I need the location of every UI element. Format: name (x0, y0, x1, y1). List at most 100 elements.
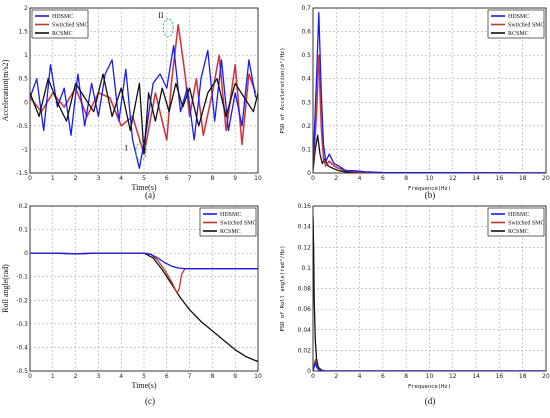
y-tick-label: 0.16 (298, 203, 312, 210)
y-tick-label: -1 (22, 146, 28, 153)
x-tick-label: 4 (119, 373, 123, 380)
series-line-hdsmc (30, 252, 258, 270)
x-tick-label: 7 (188, 373, 192, 380)
x-tick-label: 3 (96, 175, 100, 182)
legend: HDSMC Switched SMC RCSMC (487, 9, 545, 39)
legend-entry: RCSMC (508, 229, 529, 235)
y-axis-label: Roll angle(rad) (1, 264, 10, 313)
y-tick-label: -0.5 (16, 368, 28, 375)
x-tick-label: 10 (254, 175, 262, 182)
x-tick-label: 5 (142, 175, 146, 182)
y-tick-label: -1.5 (16, 170, 28, 177)
x-tick-label: 0 (28, 373, 32, 380)
x-tick-label: 1 (51, 175, 55, 182)
chart-panel-c: 0 1 2 3 4 5 6 7 8 9 10 -0.5 -0.4 -0.3 -0.2 -0.1 0 0.1 0.2 T… (1, 203, 262, 406)
legend-entry: Switched SMC (220, 221, 257, 227)
legend-entry: Switched SMC (508, 221, 545, 227)
x-tick-label: 18 (519, 175, 527, 182)
series-group (313, 216, 546, 371)
x-tick-label: 16 (496, 175, 504, 182)
legend: HDSMC Switched SMC RCSMC (487, 207, 545, 237)
x-tick-label: 4 (358, 373, 362, 380)
y-tick-label: 0.06 (298, 306, 312, 313)
x-tick-label: 14 (472, 175, 480, 182)
x-tick-label: 5 (142, 373, 146, 380)
y-tick-label: 0.3 (301, 99, 311, 106)
x-tick-label: 20 (542, 373, 550, 380)
series-group (313, 12, 546, 173)
y-tick-label: -0.4 (16, 344, 28, 351)
y-tick-label: 0.7 (301, 5, 311, 12)
x-tick-label: 12 (449, 373, 457, 380)
y-tick-label: 0 (307, 368, 311, 375)
series-line-hdsmc (30, 45, 257, 169)
x-tick-label: 6 (165, 373, 169, 380)
y-tick-label: 0.2 (18, 203, 28, 210)
y-tick-label: -0.1 (16, 274, 28, 281)
y-tick-label: 0 (24, 99, 28, 106)
y-tick-label: 0.6 (301, 29, 311, 36)
legend: HDSMC Switched SMC RCSMC (199, 207, 257, 237)
y-tick-label: 0.14 (298, 224, 312, 231)
x-tick-label: 2 (334, 373, 338, 380)
y-tick-label: 0 (307, 170, 311, 177)
x-tick-label: 20 (542, 175, 550, 182)
x-tick-label: 18 (519, 373, 527, 380)
y-tick-label: -0.2 (16, 297, 28, 304)
x-tick-label: 6 (381, 175, 385, 182)
y-tick-label: 0.12 (298, 244, 312, 251)
x-tick-label: 0 (28, 175, 32, 182)
x-tick-label: 14 (472, 373, 480, 380)
y-axis-label: Acceleration(m/s2) (1, 59, 10, 121)
series-line-hdsmc (313, 12, 546, 173)
x-tick-label: 12 (449, 175, 457, 182)
x-tick-label: 4 (119, 175, 123, 182)
x-tick-label: 6 (165, 175, 169, 182)
y-tick-label: 0.4 (301, 76, 311, 83)
legend-entry: Switched SMC (508, 23, 545, 29)
x-axis-label: Time(s) (131, 183, 156, 192)
y-axis-label: PSD of Acceleration(m²/Hz) (279, 47, 286, 133)
x-tick-label: 7 (188, 175, 192, 182)
series-line-hdsmc (313, 362, 546, 371)
x-tick-label: 4 (358, 175, 362, 182)
x-tick-label: 0 (311, 373, 315, 380)
chart-panel-b: 0 2 4 6 8 10 12 14 16 18 20 0 0.1 0.2 0.3 0.4 0.5 0.6 0.7 F… (279, 5, 550, 200)
x-tick-label: 1 (51, 373, 55, 380)
y-tick-label: 0.2 (301, 123, 311, 130)
x-axis-label: Frequence(Hz) (408, 186, 451, 192)
x-tick-label: 8 (210, 373, 214, 380)
annotation-label: I (125, 143, 128, 152)
panel-label: (d) (425, 396, 436, 406)
y-tick-label: 0.08 (298, 286, 312, 293)
y-tick-label: -0.5 (16, 123, 28, 130)
x-tick-label: 8 (404, 175, 408, 182)
y-tick-label: 1.5 (18, 29, 28, 36)
legend: HDSMC Switched SMC RCSMC (31, 9, 89, 39)
series-group (30, 23, 258, 169)
x-tick-label: 2 (74, 373, 78, 380)
y-tick-label: 0.02 (298, 347, 312, 354)
annotation-label: II (158, 11, 164, 20)
chart-panel-d: 0 2 4 6 8 10 12 14 16 18 20 0 0.02 0.04 0.06 0.08 0.1 0.1… (279, 203, 550, 406)
x-tick-label: 2 (334, 175, 338, 182)
y-tick-label: 0 (24, 250, 28, 257)
y-tick-label: 0.5 (18, 76, 28, 83)
y-tick-label: 2 (24, 5, 28, 12)
y-tick-label: 0.1 (301, 146, 311, 153)
legend-entry: HDSMC (508, 14, 529, 20)
y-tick-label: 0.5 (301, 52, 311, 59)
chart-panel-a: 0 1 2 3 4 5 6 7 8 9 10 -1.5 -1 -0.5 0 0.5 1 1.5 2 Time(s) Ac… (1, 5, 262, 200)
x-axis-label: Time(s) (131, 381, 156, 390)
legend-entry: RCSMC (508, 31, 529, 37)
panel-label: (c) (145, 396, 155, 406)
x-tick-label: 6 (381, 373, 385, 380)
legend-entry: RCSMC (220, 229, 241, 235)
y-tick-label: 0.04 (298, 327, 312, 334)
x-tick-label: 8 (210, 175, 214, 182)
x-tick-label: 10 (254, 373, 262, 380)
annotation-ellipse (162, 18, 174, 38)
x-tick-label: 2 (74, 175, 78, 182)
legend-entry: HDSMC (52, 14, 73, 20)
